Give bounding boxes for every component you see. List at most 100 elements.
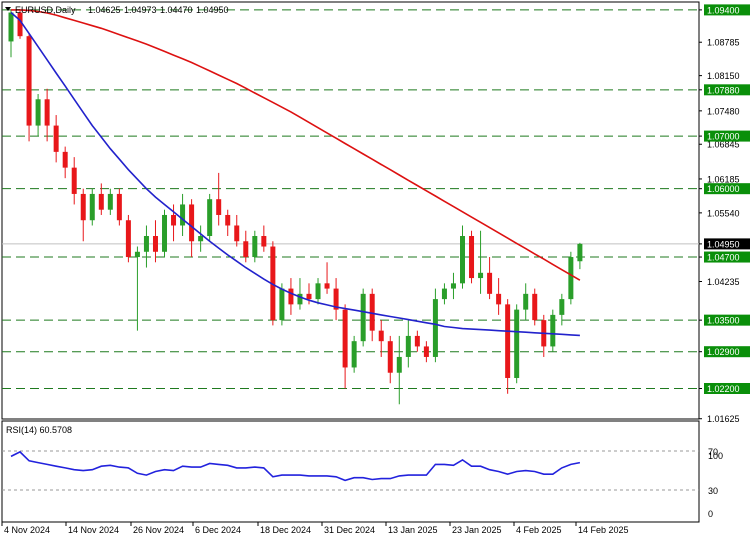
ohlc-open: 1.04625: [88, 5, 121, 15]
symbol-header: EURUSD,Daily 1.04625 1.04973 1.04470 1.0…: [5, 5, 229, 15]
price-tick-label: 1.06845: [707, 140, 740, 150]
candle-down: [261, 236, 267, 247]
candlesticks: [8, 9, 583, 405]
level-label-bg: [704, 130, 750, 142]
candle-down: [171, 214, 177, 226]
candle-up: [162, 214, 168, 252]
ohlc-high: 1.04973: [124, 5, 157, 15]
collapse-triangle-icon[interactable]: [5, 7, 11, 11]
candle-down: [243, 241, 249, 258]
rsi-scale-100: 100: [708, 451, 723, 461]
candle-down: [234, 225, 240, 242]
rsi-line: [10, 450, 581, 482]
candle-down: [496, 293, 502, 305]
time-label: 4 Feb 2025: [516, 525, 562, 535]
price-panel[interactable]: [1, 1, 700, 420]
level-label-bg: [704, 314, 750, 326]
level-labels: 1.09400 1.07880 1.07000 1.06000 1.04700 1.035…: [704, 4, 750, 395]
candle-down: [152, 236, 158, 252]
candle-up: [478, 272, 484, 279]
candle-up: [568, 257, 574, 300]
time-label: 4 Nov 2024: [4, 525, 50, 535]
time-label: 14 Feb 2025: [578, 525, 629, 535]
moving-average-fast: [10, 11, 580, 337]
candle-down: [487, 272, 493, 294]
candle-down: [71, 167, 77, 194]
candle-down: [62, 151, 68, 168]
symbol-label: EURUSD,Daily: [15, 5, 76, 15]
price-tick-label: 1.07480: [707, 106, 740, 116]
candle-up: [89, 193, 95, 221]
candle-down: [53, 125, 59, 152]
candle-up: [450, 283, 456, 289]
candle-down: [414, 335, 420, 347]
time-label: 31 Dec 2024: [324, 525, 375, 535]
current-price-label: 1.04950: [707, 239, 740, 249]
candle-up: [432, 299, 438, 357]
rsi-label: RSI(14) 60.5708: [6, 425, 72, 435]
level-label-bg: [704, 383, 750, 395]
candle-down: [288, 288, 294, 305]
candle-down: [369, 293, 375, 331]
candle-up: [180, 204, 186, 226]
level-label: 1.02200: [707, 384, 740, 394]
price-tick-label: 1.08150: [707, 71, 740, 81]
time-axis: 4 Nov 2024 14 Nov 2024 26 Nov 2024 6 Dec 20…: [1, 522, 629, 535]
level-label-bg: [704, 183, 750, 195]
candle-up: [396, 356, 402, 373]
moving-average-slow: [11, 9, 581, 281]
candle-down: [378, 330, 384, 342]
candle-down: [80, 193, 86, 221]
candle-down: [532, 293, 538, 321]
rsi-panel[interactable]: [1, 420, 700, 523]
ohlc-close: 1.04950: [196, 5, 229, 15]
candle-up: [297, 293, 303, 305]
time-label: 14 Nov 2024: [68, 525, 119, 535]
candle-up: [405, 335, 411, 357]
level-label-bg: [704, 4, 750, 16]
candle-down: [26, 36, 32, 126]
level-label-bg: [704, 251, 750, 263]
candle-up: [252, 236, 258, 258]
level-label: 1.06000: [707, 184, 740, 194]
candle-down: [423, 346, 429, 357]
candle-down: [324, 283, 330, 289]
candle-down: [387, 341, 393, 373]
candle-up: [351, 341, 357, 368]
rsi-scale-70: 70: [708, 447, 718, 457]
candle-down: [225, 214, 231, 226]
candle-up: [550, 314, 556, 347]
candle-up: [198, 236, 204, 242]
candle-down: [116, 193, 122, 221]
time-label: 18 Dec 2024: [260, 525, 311, 535]
candle-down: [17, 12, 23, 37]
candle-down: [98, 193, 104, 210]
candle-up: [315, 283, 321, 300]
level-label: 1.07000: [707, 132, 740, 142]
candle-up: [514, 309, 520, 378]
candle-down: [125, 220, 131, 258]
current-price-label-bg: [704, 238, 750, 250]
level-label: 1.03500: [707, 316, 740, 326]
ohlc-low: 1.04470: [160, 5, 193, 15]
candle-up: [559, 299, 565, 315]
time-label: 6 Dec 2024: [195, 525, 241, 535]
level-label: 1.07880: [707, 85, 740, 95]
candle-down: [333, 288, 339, 310]
support-resistance-levels: [2, 9, 699, 390]
candle-down: [505, 304, 511, 378]
candle-up: [441, 288, 447, 300]
price-axis: 1.09400 1.08785 1.08150 1.07880 1.07480 1.070…: [699, 5, 740, 424]
candle-down: [306, 293, 312, 300]
candle-up: [360, 293, 366, 342]
candle-down: [216, 199, 222, 215]
candle-up: [143, 236, 149, 252]
candle-up: [134, 251, 140, 258]
time-label: 13 Jan 2025: [388, 525, 438, 535]
candle-down: [189, 204, 195, 242]
rsi-scale-30: 30: [708, 486, 718, 496]
candle-up: [35, 99, 41, 126]
price-tick-label: 1.01625: [707, 414, 740, 424]
